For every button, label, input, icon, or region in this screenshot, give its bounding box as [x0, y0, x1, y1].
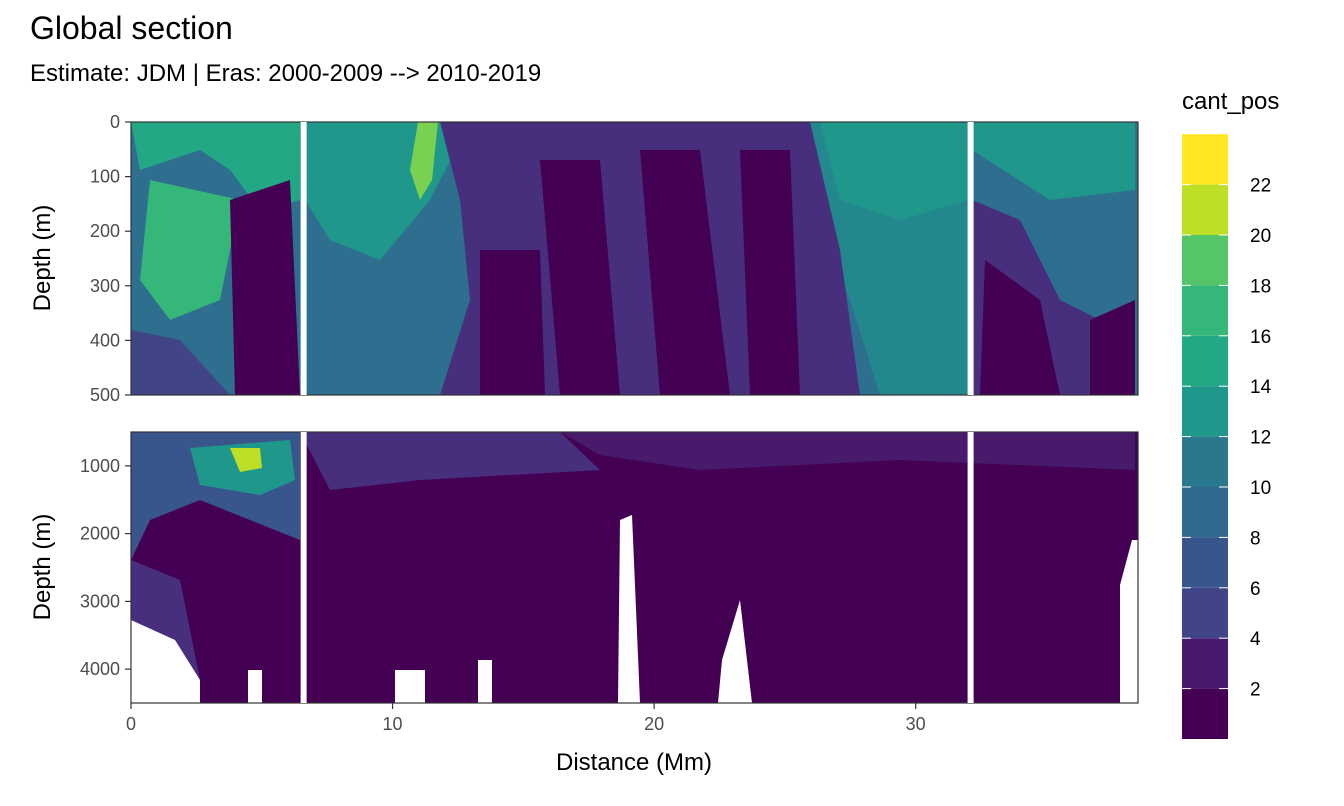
y-tick-label: 200	[90, 221, 120, 241]
y-axis-title-upper: Depth (m)	[29, 205, 56, 312]
upper-field-dark1	[540, 160, 620, 395]
lower-bathymetry-6	[248, 670, 262, 703]
y-tick-label: 0	[110, 112, 120, 132]
x-tick-label: 20	[644, 714, 664, 734]
legend-label: 8	[1250, 528, 1261, 549]
lower-field-purple2	[560, 432, 1135, 470]
upper-field-dark5	[230, 180, 300, 395]
legend-swatch	[1182, 285, 1228, 336]
upper-field-blue	[131, 330, 230, 395]
upper-field-dark2	[480, 250, 545, 395]
legend-swatch	[1182, 587, 1228, 639]
y-tick-label: 1000	[80, 456, 120, 476]
legend-label: 4	[1250, 629, 1261, 650]
gap-column-0-0	[300, 122, 307, 395]
y-tick-label: 100	[90, 167, 120, 187]
chart-title: Global section	[30, 10, 233, 46]
x-axis: 0 10 20 30	[126, 703, 926, 734]
legend-swatches	[1182, 134, 1228, 739]
legend-swatch	[1182, 235, 1228, 286]
legend-swatch	[1182, 335, 1228, 387]
legend-labels: 2 4 6 8 10 12 14 16 18 20 22	[1182, 176, 1272, 701]
lower-field-yellow	[230, 448, 262, 472]
legend-swatch	[1182, 487, 1228, 538]
lower-bathymetry-4	[395, 670, 425, 703]
legend-label: 6	[1250, 579, 1261, 600]
gap-column-0-1	[300, 432, 307, 703]
upper-field-teal4	[820, 122, 968, 220]
lower-bathymetry-5	[478, 660, 492, 703]
upper-panel	[130, 121, 1139, 396]
lower-panel-border	[130, 431, 1139, 704]
lower-field-purple	[300, 432, 600, 490]
upper-field-teal	[131, 122, 300, 210]
y-tick-label: 400	[90, 330, 120, 350]
legend-title: cant_pos	[1182, 88, 1279, 115]
legend-swatch	[1182, 134, 1228, 185]
upper-field-lime	[410, 122, 438, 200]
lower-bathymetry-1	[131, 620, 200, 703]
legend-label: 2	[1250, 680, 1261, 701]
y-tick-label: 3000	[80, 591, 120, 611]
legend-label: 18	[1250, 276, 1271, 297]
x-tick-label: 0	[126, 714, 136, 734]
upper-field-teal5	[972, 122, 1135, 200]
legend-label: 14	[1250, 377, 1272, 398]
legend-label: 22	[1250, 176, 1271, 197]
x-axis-title: Distance (Mm)	[556, 749, 712, 776]
legend-swatch	[1182, 184, 1228, 235]
x-tick-label: 10	[383, 714, 403, 734]
gap-column-1-1	[967, 432, 974, 703]
legend-label: 20	[1250, 226, 1271, 247]
y-tick-label: 300	[90, 276, 120, 296]
gap-column-1-0	[967, 122, 974, 395]
y-tick-label: 4000	[80, 659, 120, 679]
legend-swatch	[1182, 436, 1228, 487]
y-tick-label: 500	[90, 385, 120, 405]
x-tick-label: 30	[906, 714, 926, 734]
legend-swatch	[1182, 537, 1228, 588]
legend-label: 10	[1250, 478, 1271, 499]
y-axis-title-lower: Depth (m)	[29, 514, 56, 621]
upper-panel-border	[130, 121, 1139, 396]
upper-field-dark3	[640, 150, 730, 395]
upper-field-dark4	[740, 150, 800, 395]
lower-bathymetry-7	[1120, 540, 1138, 703]
upper-field-dark7	[1090, 300, 1135, 395]
y-axis-lower: 1000 2000 3000 4000	[80, 456, 131, 679]
chart-subtitle: Estimate: JDM | Eras: 2000-2009 --> 2010…	[30, 60, 542, 87]
upper-field-green	[140, 180, 240, 320]
lower-bathymetry-3	[718, 600, 752, 703]
gap-columns	[300, 122, 974, 703]
y-axis-upper: 0 100 200 300 400 500	[90, 112, 131, 405]
legend-label: 12	[1250, 428, 1271, 449]
upper-field-dark6	[980, 260, 1060, 395]
legend-swatch	[1182, 386, 1228, 437]
lower-panel	[130, 431, 1139, 704]
legend-swatch	[1182, 638, 1228, 689]
legend: cant_pos 2 4 6 8 10 12 14 16 18 20 22	[1182, 88, 1279, 739]
legend-label: 16	[1250, 327, 1271, 348]
lower-bathymetry-2	[618, 515, 640, 703]
y-tick-label: 2000	[80, 524, 120, 544]
legend-swatch	[1182, 688, 1228, 739]
